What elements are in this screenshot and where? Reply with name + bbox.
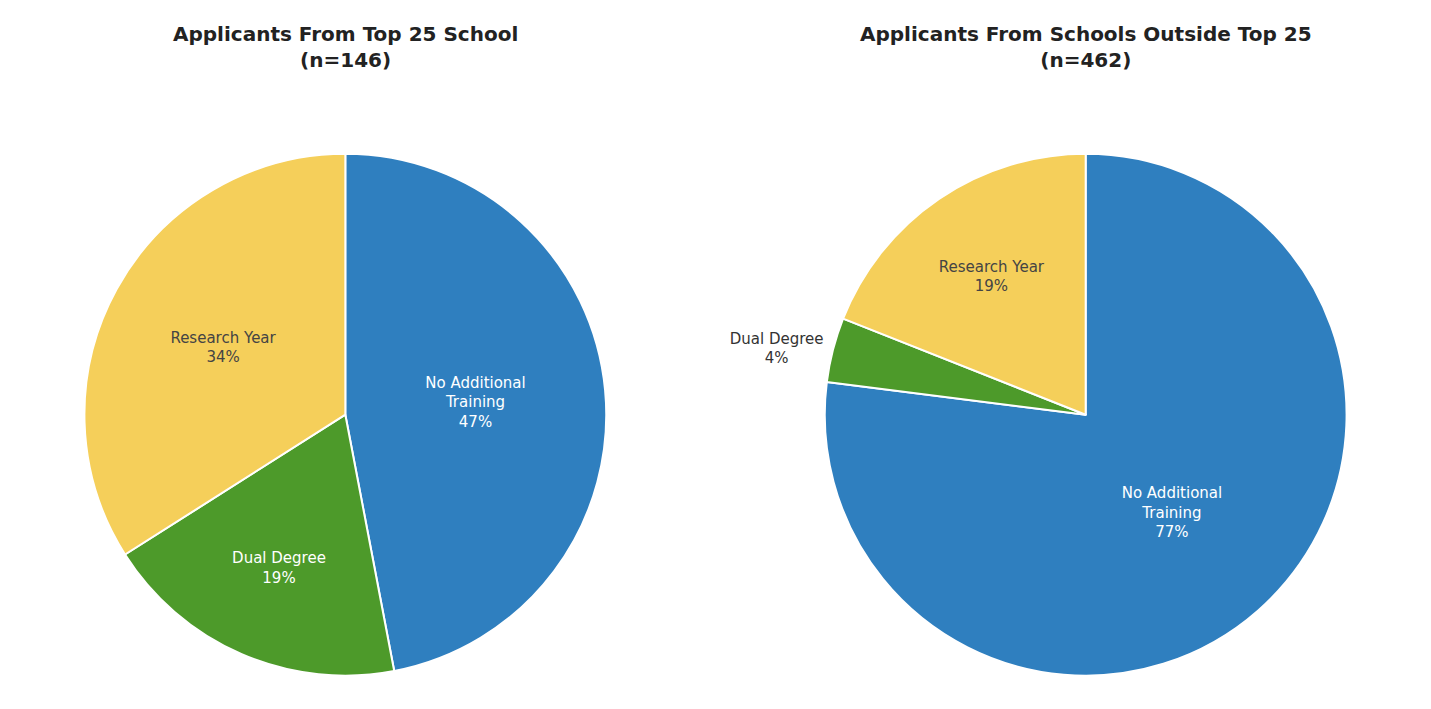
svg-text:Dual Degree19%: Dual Degree19% [232,549,326,587]
svg-text:Applicants From Schools Outsid: Applicants From Schools Outside Top 25(n… [860,22,1312,72]
svg-text:No AdditionalTraining47%: No AdditionalTraining47% [425,374,525,431]
svg-text:Dual Degree4%: Dual Degree4% [730,330,824,368]
svg-text:Research Year19%: Research Year19% [939,258,1045,296]
svg-text:Research Year34%: Research Year34% [170,329,276,367]
svg-text:Applicants From Top 25 School(: Applicants From Top 25 School(n=146) [173,22,518,72]
svg-text:No AdditionalTraining77%: No AdditionalTraining77% [1122,484,1222,541]
